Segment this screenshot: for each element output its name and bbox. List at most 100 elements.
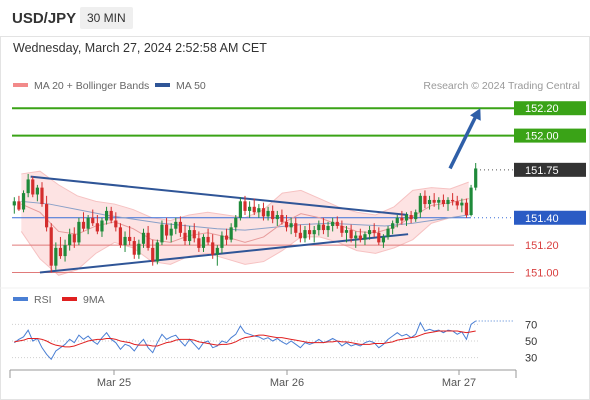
candle-body <box>45 204 49 228</box>
candle-body <box>192 230 196 239</box>
candle-body <box>303 230 307 239</box>
bollinger-lower-line <box>20 214 469 276</box>
candle-body <box>289 223 293 228</box>
candle-body <box>68 234 72 246</box>
candle-body <box>358 235 362 240</box>
candle-body <box>243 201 247 211</box>
candle-body <box>446 199 450 205</box>
trendline-1 <box>30 175 409 217</box>
price-label-text: 151.40 <box>525 213 559 225</box>
candle-body <box>386 228 390 237</box>
candle-body <box>257 208 261 213</box>
chart-datetime: Wednesday, March 27, 2024 2:52:58 AM CET <box>13 41 267 55</box>
price-label-152-20: 152.20 <box>514 101 586 116</box>
candle-body <box>220 235 224 248</box>
candle-body <box>123 236 127 246</box>
candle-body <box>437 199 441 203</box>
candle-body <box>114 220 118 228</box>
candle-body <box>317 224 321 231</box>
credit-text: Research © 2024 Trading Central <box>423 80 580 92</box>
bollinger-band-area <box>21 171 469 276</box>
legend-label-ma50: MA 50 <box>176 80 206 92</box>
candle-body <box>248 206 252 211</box>
legend-item-ma20: MA 20 + Bollinger Bands <box>13 80 149 92</box>
forecast-arrow-shaft <box>448 114 478 170</box>
candle-body <box>160 224 164 243</box>
candle-body <box>469 187 473 216</box>
legend-label-ma20: MA 20 + Bollinger Bands <box>34 80 150 92</box>
candle-body <box>294 223 298 233</box>
price-label-text: 152.20 <box>525 103 559 115</box>
candle-body <box>307 230 312 235</box>
price-label-text: 152.00 <box>525 131 559 143</box>
candle-body <box>49 227 53 266</box>
candle-body <box>155 242 159 262</box>
candle-body <box>266 210 270 217</box>
candle-body <box>169 228 173 236</box>
candle-body <box>12 201 16 206</box>
timeframe-button[interactable]: 30 MIN <box>80 7 133 29</box>
candle-body <box>81 221 86 229</box>
candle-body <box>58 247 63 257</box>
candle-body <box>141 232 146 244</box>
price-label-text: 151.20 <box>525 240 559 252</box>
candle-body <box>95 223 99 232</box>
price-label-bg <box>514 128 586 143</box>
price-label-152-00: 152.00 <box>514 128 586 143</box>
candle-body <box>418 195 422 213</box>
legend-item-9ma: 9MA <box>62 294 105 306</box>
candle-body <box>100 220 104 232</box>
price-label-bg <box>514 101 586 116</box>
candle-body <box>211 242 215 255</box>
legend-label-9ma: 9MA <box>83 294 105 306</box>
candle-body <box>400 217 404 221</box>
candle-body <box>151 247 155 262</box>
candle-body <box>354 235 358 239</box>
candle-body <box>77 221 81 243</box>
rsi-line <box>14 320 476 361</box>
candle-body <box>21 193 26 210</box>
candle-body <box>128 236 132 242</box>
rsi-tick-label: 50 <box>525 336 537 348</box>
candle-body <box>367 230 372 235</box>
candle-body <box>206 236 210 243</box>
candle-body <box>441 199 445 205</box>
candle-body <box>224 235 229 240</box>
header-bar: USD/JPY 30 MIN <box>0 0 590 37</box>
candle-body <box>331 221 335 226</box>
candle-body <box>54 247 58 266</box>
candle-body <box>72 234 76 243</box>
price-label-151-40: 151.40 <box>514 210 586 225</box>
forecast-arrow-head <box>470 108 481 121</box>
candle-body <box>377 232 381 243</box>
candle-body <box>391 223 395 229</box>
price-label-text: 151.75 <box>525 165 559 177</box>
price-label-151-75: 151.75 <box>514 162 586 177</box>
candle-body <box>238 201 242 218</box>
legend-swatch-9ma <box>62 297 77 302</box>
candle-body <box>146 232 150 248</box>
candle-body <box>280 215 284 222</box>
candle-body <box>229 227 233 240</box>
symbol-label: USD/JPY <box>12 10 77 27</box>
candle-body <box>451 199 455 202</box>
candle-body <box>344 230 349 233</box>
candle-body <box>201 236 206 248</box>
price-label-bg <box>514 210 586 225</box>
rsi-tick-label: 70 <box>525 319 537 331</box>
candle-body <box>234 217 238 228</box>
candle-body <box>349 230 353 239</box>
candle-body <box>26 179 30 194</box>
candle-body <box>183 232 187 242</box>
candle-body <box>298 232 302 239</box>
candle-body <box>409 215 413 220</box>
candle-body <box>261 208 266 217</box>
candle-body <box>35 187 39 195</box>
candle-body <box>372 230 376 233</box>
candle-body <box>132 241 136 255</box>
candle-body <box>104 210 109 221</box>
candle-body <box>321 224 326 231</box>
candle-body <box>381 236 386 243</box>
candle-body <box>174 221 178 229</box>
